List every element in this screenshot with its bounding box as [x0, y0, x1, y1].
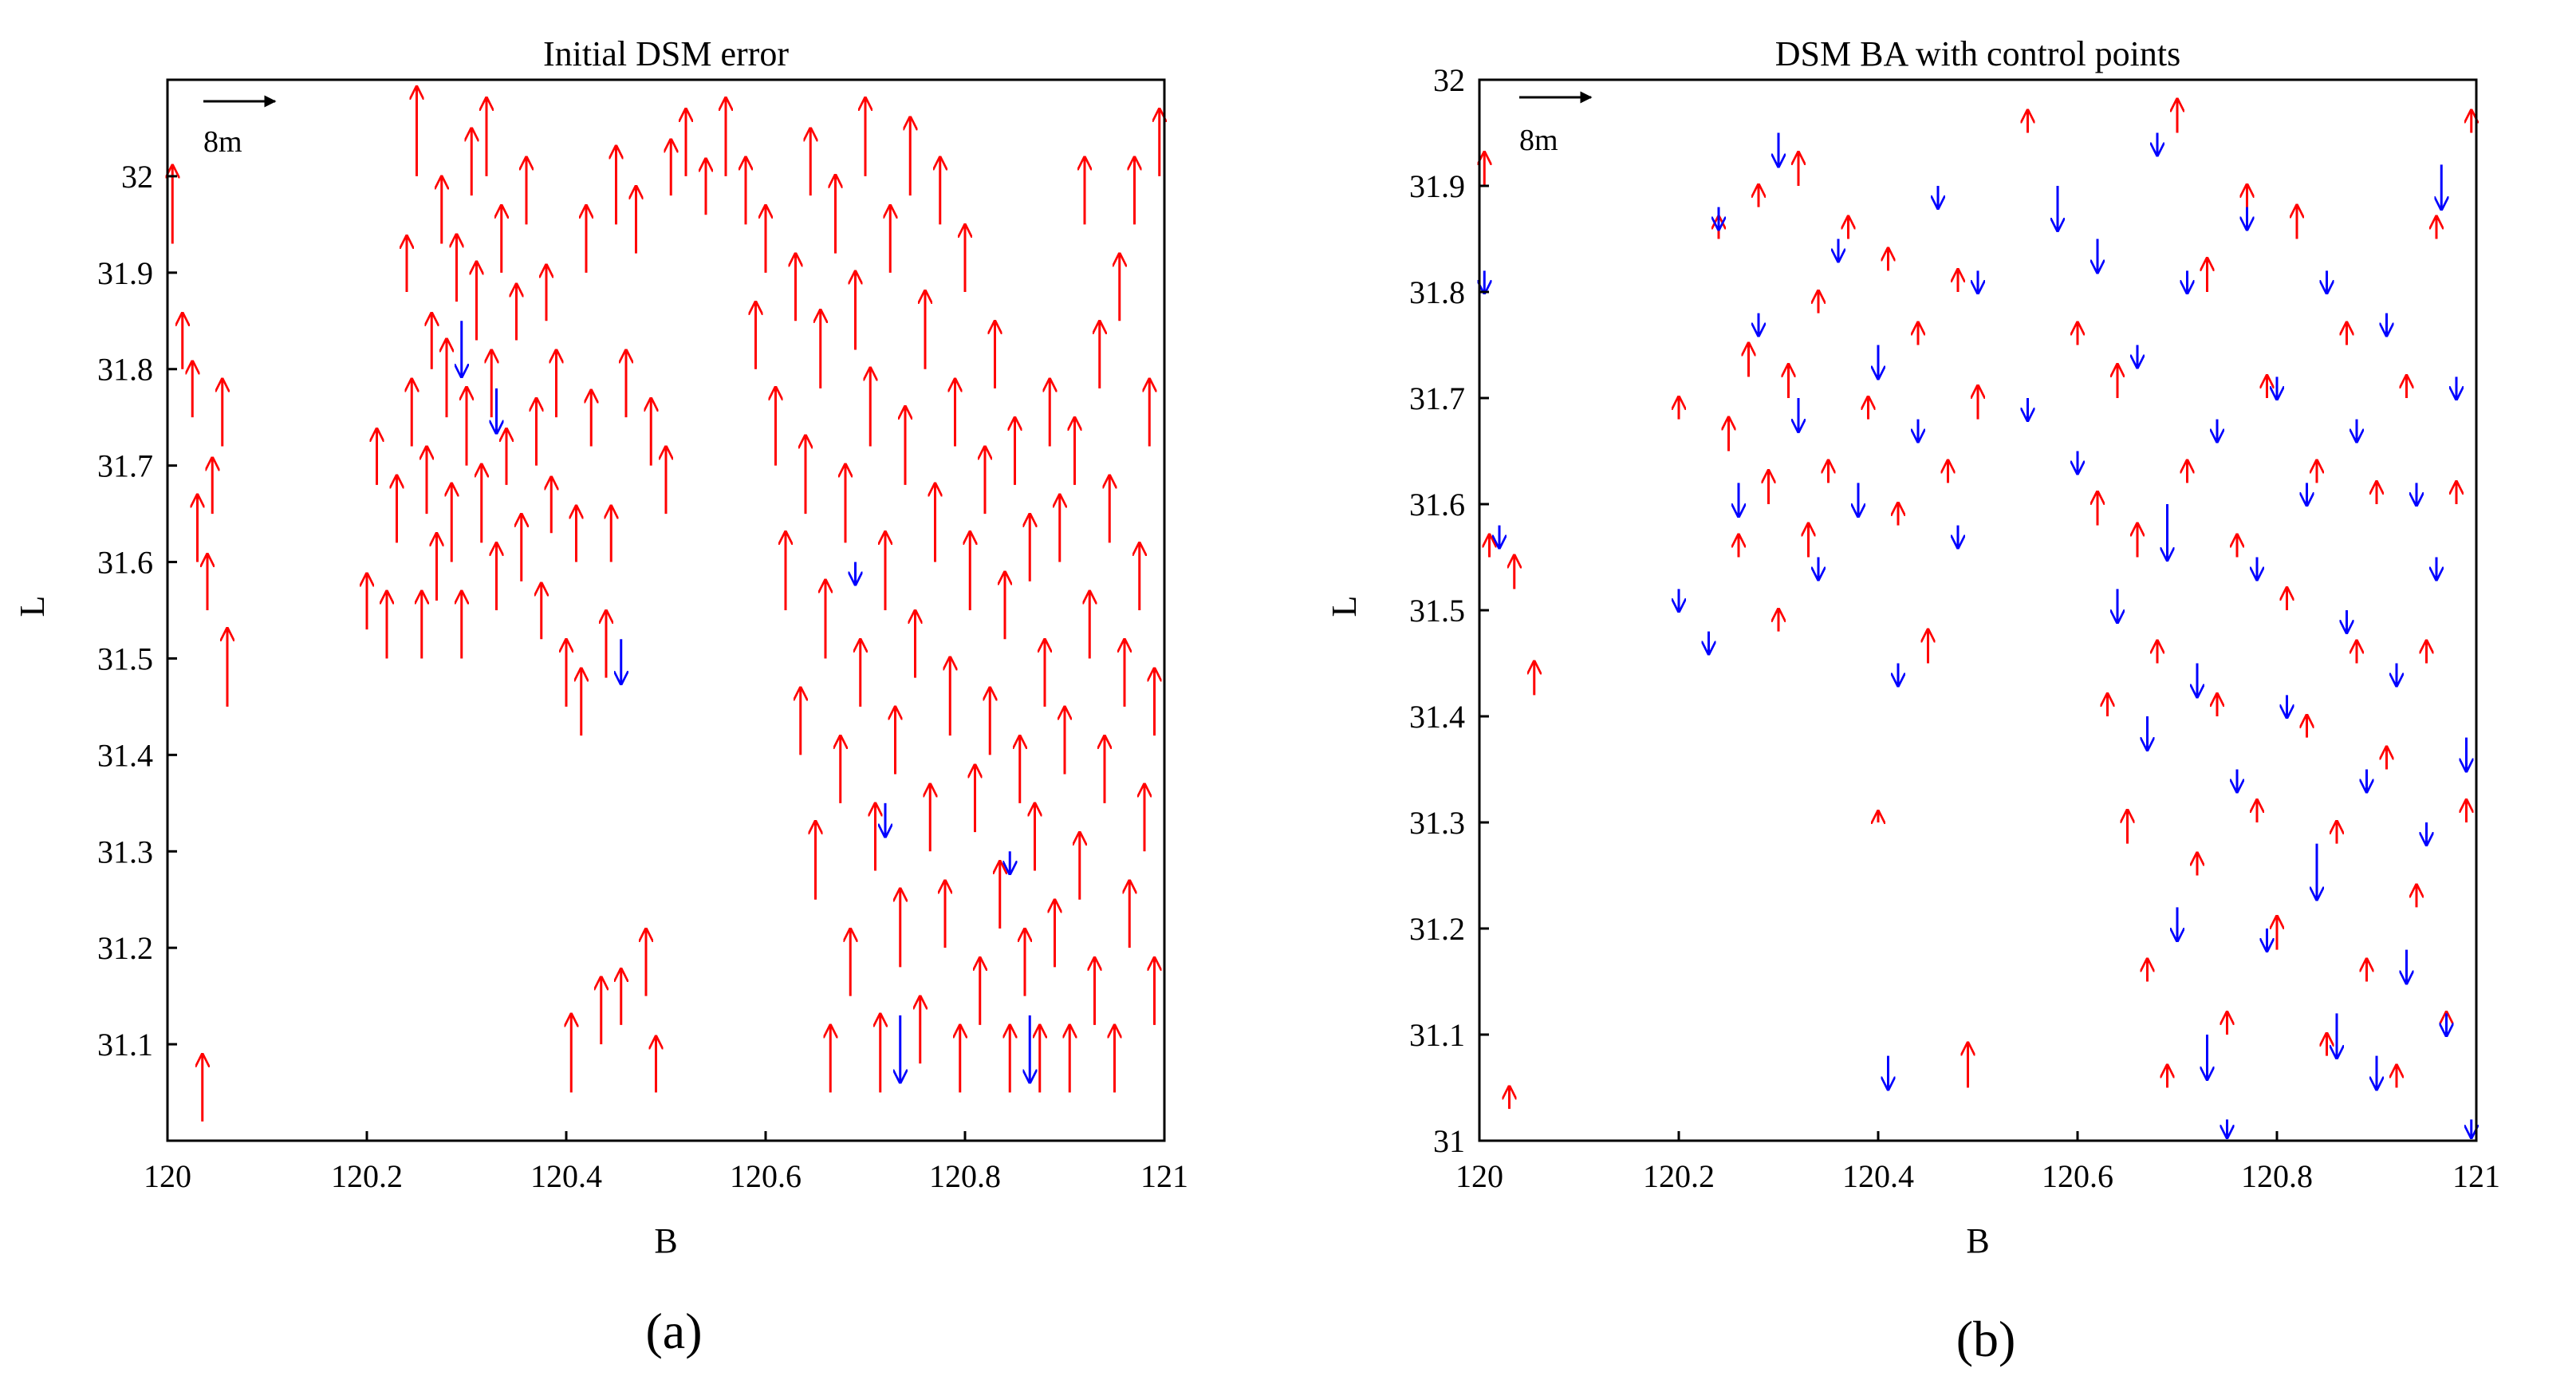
panel-b-title: DSM BA with control points — [1775, 34, 2181, 73]
panel-a-y-tick-label: 31.2 — [97, 930, 153, 966]
panel-b-y-tick-label: 31.8 — [1409, 274, 1465, 310]
panel-b-chart: DSM BA with control points 31 31.1 31.2 31.… — [1325, 34, 2500, 1367]
panel-a-x-tick-label: 121 — [1140, 1158, 1188, 1194]
panel-b-x-axis-label: B — [1966, 1221, 1989, 1260]
panel-a-vectors — [172, 87, 1160, 1122]
panel-a-y-tick-label: 31.8 — [97, 352, 153, 388]
panel-b-y-tick-label: 31.5 — [1409, 593, 1465, 629]
panel-a-y-tick-label: 32 — [121, 159, 153, 195]
panel-a-chart: Initial DSM error 31.131.231.331.431.531… — [13, 34, 1188, 1359]
panel-a-x-tick-label: 120.4 — [530, 1158, 602, 1194]
panel-a-y-tick-label: 31.9 — [97, 255, 153, 291]
panel-b-x-tick-label: 120.2 — [1643, 1158, 1715, 1194]
panel-b-y-tick-label: 31.7 — [1409, 381, 1465, 416]
panel-a-y-tick-label: 31.4 — [97, 737, 153, 773]
panel-b-x-tick-label: 120.4 — [1842, 1158, 1914, 1194]
panel-b-plot-area — [1478, 78, 2478, 1142]
panel-a-x-tick-label: 120 — [144, 1158, 191, 1194]
panel-b-y-tick-label: 31.9 — [1409, 168, 1465, 204]
panel-a-caption: (a) — [645, 1303, 702, 1359]
panel-a-y-axis-label: L — [13, 596, 52, 617]
panel-b-x-ticks: 120 120.2 120.4 120.6 120.8 121 — [1455, 1131, 2500, 1194]
panel-b-y-tick-label: 32 — [1433, 62, 1465, 98]
panel-b-y-ticks: 31 31.1 31.2 31.3 31.4 31.5 31.6 31.7 31.8 31.9 32 — [1409, 62, 1489, 1159]
panel-a-y-tick-label: 31.3 — [97, 834, 153, 869]
panel-b-x-tick-label: 120.8 — [2241, 1158, 2313, 1194]
panel-a-x-tick-label: 120.6 — [730, 1158, 802, 1194]
panel-b-y-tick-label: 31 — [1433, 1123, 1465, 1159]
panel-b-y-tick-label: 31.1 — [1409, 1017, 1465, 1053]
panel-b-y-axis-label: L — [1325, 596, 1364, 617]
panel-b-y-tick-label: 31.2 — [1409, 911, 1465, 947]
panel-a-y-ticks: 31.1 31.2 31.3 31.4 31.5 31.6 31.7 31.8 31.9 32 — [97, 159, 177, 1063]
panel-a-x-tick-label: 120.2 — [331, 1158, 403, 1194]
panel-a-plot-area — [166, 78, 1166, 1142]
panel-a-x-tick-label: 120.8 — [929, 1158, 1001, 1194]
panel-b-scale-label: 8m — [1519, 124, 1558, 157]
panel-b-vectors — [1484, 100, 2472, 1138]
panel-b-y-tick-label: 31.4 — [1409, 699, 1465, 735]
panel-b-x-tick-label: 120 — [1455, 1158, 1503, 1194]
panel-a-y-tick-label: 31.6 — [97, 545, 153, 581]
panel-b-x-tick-label: 121 — [2452, 1158, 2500, 1194]
panel-a-x-ticks: 120 120.2 120.4 120.6 120.8 121 — [144, 1131, 1188, 1194]
panel-b-x-tick-label: 120.6 — [2042, 1158, 2113, 1194]
panel-b-y-tick-label: 31.6 — [1409, 487, 1465, 522]
panel-a-y-tick-label: 31.7 — [97, 448, 153, 484]
panel-b-caption: (b) — [1956, 1311, 2016, 1367]
panel-a-title: Initial DSM error — [543, 34, 789, 73]
panel-a-y-tick-label: 31.5 — [97, 641, 153, 676]
panel-a-y-tick-label: 31.1 — [97, 1027, 153, 1063]
panel-a-x-axis-label: B — [654, 1221, 677, 1260]
panel-b-y-tick-label: 31.3 — [1409, 805, 1465, 841]
panel-a-scale-label: 8m — [203, 125, 242, 159]
